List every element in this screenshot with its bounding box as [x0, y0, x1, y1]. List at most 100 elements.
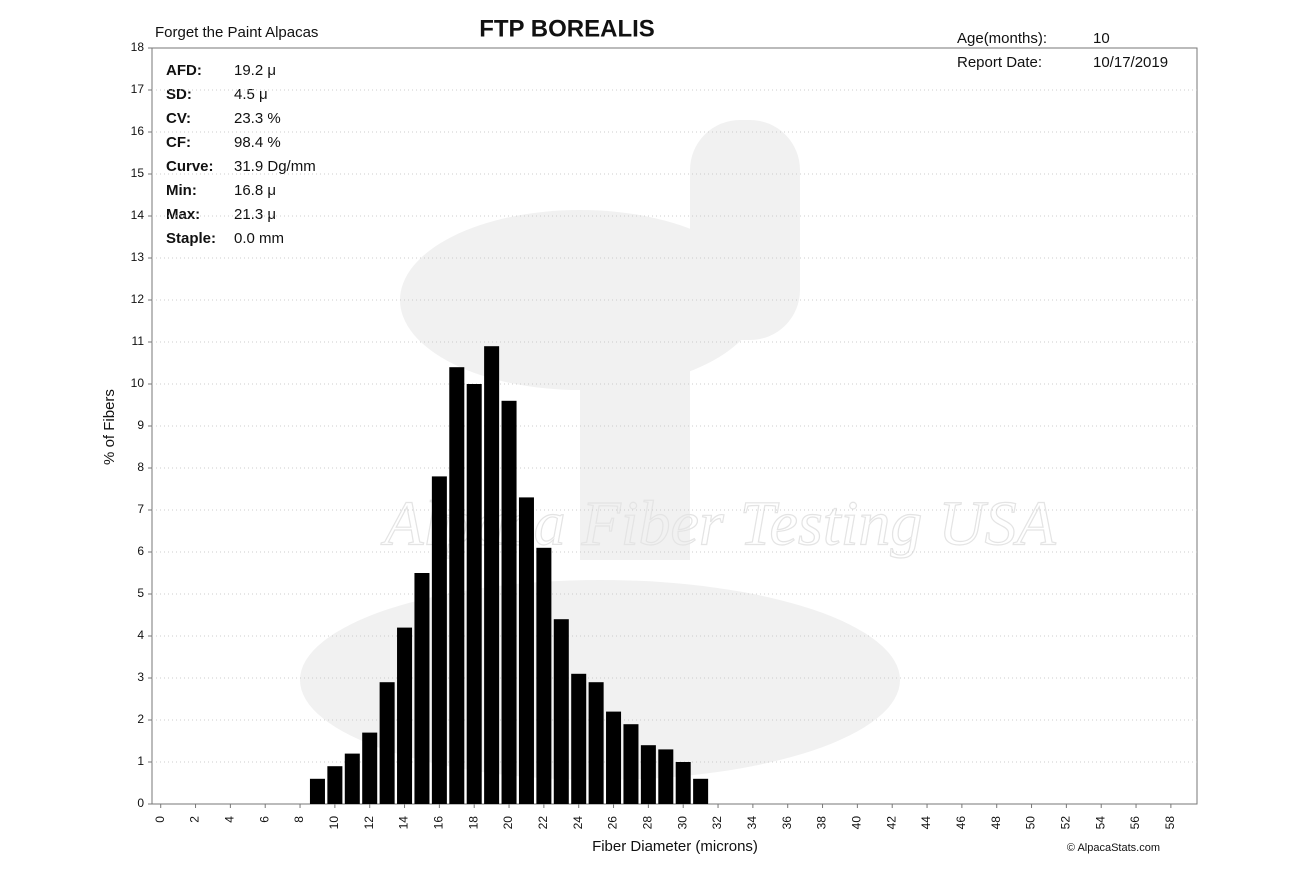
x-tick-label: 28 — [641, 816, 655, 830]
x-tick-label: 16 — [432, 816, 446, 830]
y-tick-label: 15 — [131, 166, 145, 180]
bar — [449, 367, 465, 804]
bar — [553, 619, 569, 804]
y-tick-label: 11 — [132, 334, 145, 348]
y-tick-label: 8 — [137, 460, 144, 474]
x-tick-label: 18 — [466, 816, 480, 830]
y-tick-label: 3 — [137, 670, 144, 684]
bar — [640, 745, 656, 804]
x-tick-label: 6 — [257, 816, 271, 823]
x-tick-label: 34 — [745, 816, 759, 830]
stat-label: SD: — [166, 86, 192, 103]
stat-value: 16.8 μ — [234, 182, 276, 199]
x-tick-label: 26 — [606, 816, 620, 830]
bar — [397, 627, 413, 804]
bar — [606, 711, 622, 804]
x-tick-label: 10 — [327, 816, 341, 830]
stat-value: 19.2 μ — [234, 62, 276, 79]
x-tick-label: 8 — [292, 816, 306, 823]
x-tick-label: 56 — [1128, 816, 1142, 830]
age-label: Age(months): — [957, 30, 1047, 47]
y-axis-label: % of Fibers — [101, 389, 118, 465]
y-tick-label: 10 — [131, 376, 145, 390]
x-tick-label: 22 — [536, 816, 550, 830]
x-tick-label: 14 — [397, 816, 411, 830]
bar — [327, 766, 343, 804]
x-tick-label: 2 — [188, 816, 202, 823]
bar — [623, 724, 639, 804]
alpaca-photo — [300, 120, 900, 780]
bar — [693, 778, 709, 804]
bar — [362, 732, 378, 804]
x-tick-label: 0 — [153, 816, 167, 823]
x-axis-label: Fiber Diameter (microns) — [592, 838, 758, 855]
x-tick-label: 42 — [884, 816, 898, 830]
x-tick-label: 54 — [1093, 816, 1107, 830]
bar — [536, 547, 552, 804]
y-tick-label: 12 — [131, 292, 145, 306]
date-label: Report Date: — [957, 54, 1042, 71]
stat-value: 21.3 μ — [234, 206, 276, 223]
y-tick-label: 0 — [137, 796, 144, 810]
bar — [675, 762, 691, 804]
stat-value: 4.5 μ — [234, 86, 268, 103]
stat-label: AFD: — [166, 62, 202, 79]
bar — [431, 476, 447, 804]
credit: © AlpacaStats.com — [1067, 842, 1160, 854]
bar — [501, 400, 517, 804]
y-tick-label: 6 — [137, 544, 144, 558]
farm-name: Forget the Paint Alpacas — [155, 24, 318, 41]
x-tick-label: 12 — [362, 816, 376, 830]
stat-label: Curve: — [166, 158, 214, 175]
stat-value: 0.0 mm — [234, 230, 284, 247]
y-tick-label: 9 — [137, 418, 144, 432]
y-tick-label: 14 — [131, 208, 145, 222]
stat-label: CF: — [166, 134, 191, 151]
stat-label: CV: — [166, 110, 191, 127]
x-tick-label: 38 — [815, 816, 829, 830]
bar — [571, 673, 587, 804]
y-tick-label: 4 — [137, 628, 144, 642]
stat-value: 31.9 Dg/mm — [234, 158, 316, 175]
y-tick-label: 16 — [131, 124, 145, 138]
stat-label: Staple: — [166, 230, 216, 247]
x-tick-label: 46 — [954, 816, 968, 830]
x-tick-label: 52 — [1059, 816, 1073, 830]
y-tick-label: 13 — [131, 250, 145, 264]
x-tick-label: 32 — [710, 816, 724, 830]
watermark: Alpaca Fiber Testing USA — [380, 488, 1056, 559]
x-tick-label: 40 — [850, 816, 864, 830]
x-tick-label: 58 — [1163, 816, 1177, 830]
bar — [588, 682, 604, 804]
age-value: 10 — [1093, 30, 1110, 47]
y-tick-label: 17 — [131, 82, 145, 96]
y-tick-label: 2 — [137, 712, 144, 726]
x-tick-label: 48 — [989, 816, 1003, 830]
x-tick-label: 4 — [223, 816, 237, 823]
y-tick-label: 18 — [131, 40, 145, 54]
x-tick-label: 20 — [501, 816, 515, 830]
stat-value: 23.3 % — [234, 110, 281, 127]
x-tick-label: 30 — [675, 816, 689, 830]
bar — [309, 778, 325, 804]
x-tick-label: 24 — [571, 816, 585, 830]
bar — [484, 346, 500, 804]
bar — [379, 682, 395, 804]
bar — [658, 749, 674, 804]
chart-title: FTP BOREALIS — [479, 15, 655, 42]
bar — [414, 573, 430, 804]
x-tick-label: 50 — [1024, 816, 1038, 830]
bar — [518, 497, 534, 804]
y-tick-label: 7 — [137, 502, 144, 516]
x-tick-label: 44 — [919, 816, 933, 830]
stat-label: Min: — [166, 182, 197, 199]
stat-value: 98.4 % — [234, 134, 281, 151]
stat-label: Max: — [166, 206, 200, 223]
date-value: 10/17/2019 — [1093, 54, 1168, 71]
x-tick-label: 36 — [780, 816, 794, 830]
y-tick-label: 1 — [137, 754, 144, 768]
bar — [344, 753, 360, 804]
bar — [466, 384, 482, 804]
y-tick-label: 5 — [137, 586, 144, 600]
